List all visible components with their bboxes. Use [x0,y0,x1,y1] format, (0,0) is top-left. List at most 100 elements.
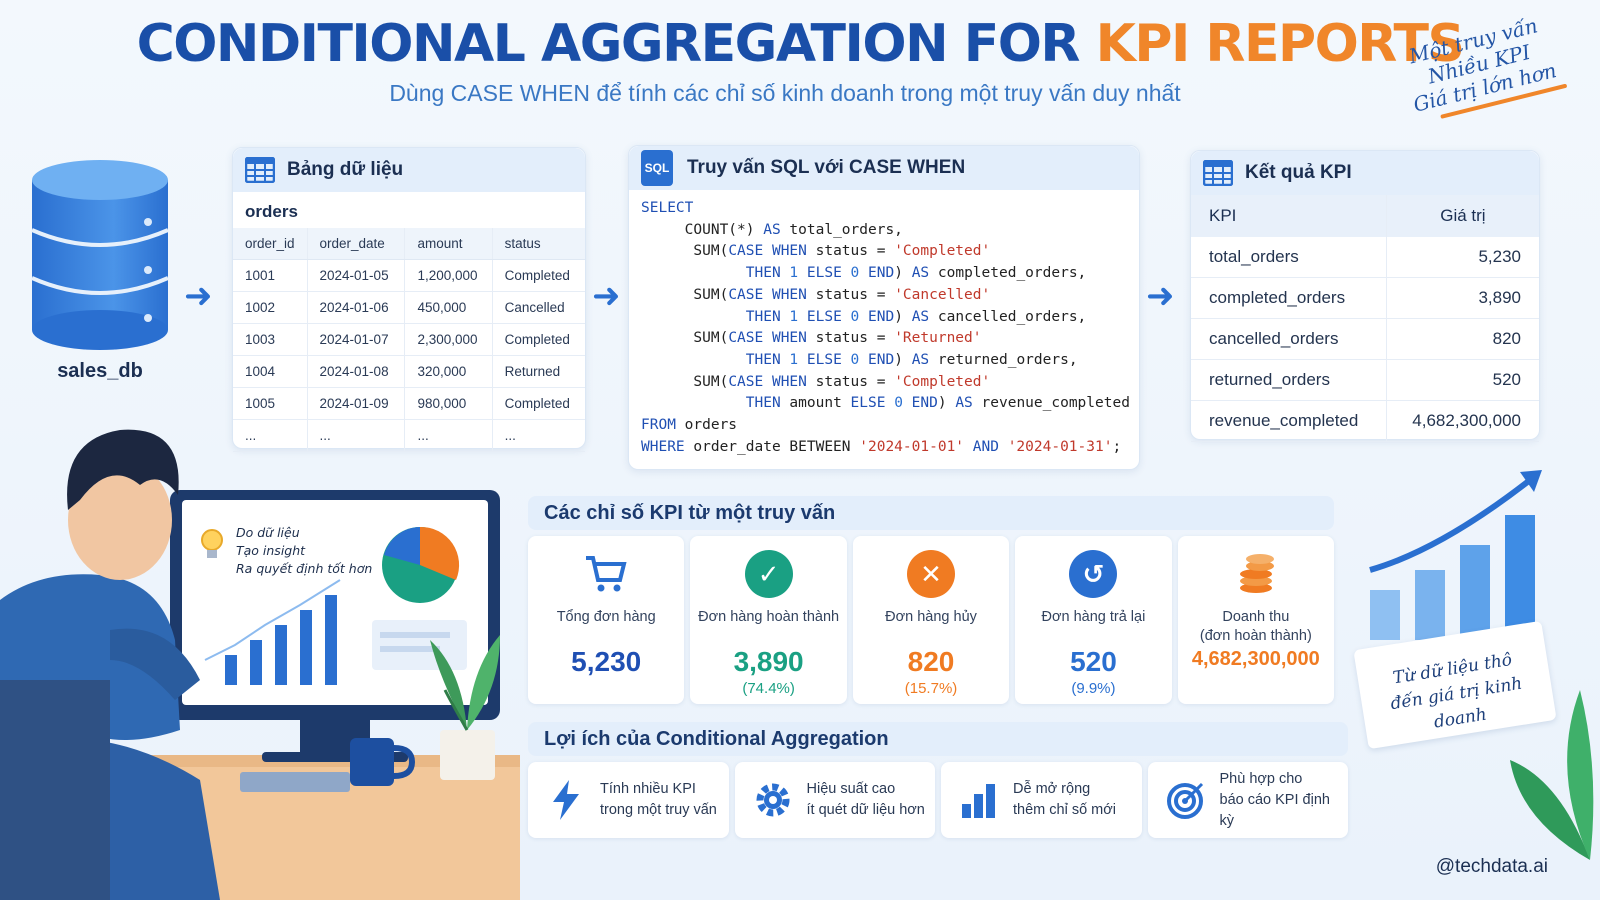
table-row: 1005 2024-01-09 980,000 Completed [233,387,585,420]
table-cell: Completed [491,259,585,292]
benefit-item: Phù hợp cho báo cáo KPI định kỳ [1147,762,1349,838]
table-row: 1003 2024-01-07 2,300,000 Completed [233,323,585,356]
kpi-value: 4,682,300,000 [1385,400,1539,442]
table-cell: 320,000 [404,355,493,388]
kpi-row: returned_orders 520 [1191,359,1539,401]
kpi-card-value: 4,682,300,000 [1191,648,1320,670]
kpi-value: 820 [1385,318,1539,360]
kpi-card: ✓ Đơn hàng hoàn thành 3,890 (74.4%) [690,536,847,704]
person-at-computer-illustration [0,429,520,900]
table-row: 1002 2024-01-06 450,000 Cancelled [233,291,585,324]
growth-chart-illustration [1369,470,1542,640]
table-cell: Cancelled [491,291,585,324]
table-name: orders [245,202,298,221]
kpi-card-percent: (74.4%) [742,680,795,697]
table-cell: 2024-01-08 [306,355,405,388]
kpi-card-label: Đơn hàng trả lại [1041,609,1146,625]
benefit-line: trong một truy vấn [600,802,717,818]
benefit-item: Dễ mở rộng thêm chỉ số mới [941,762,1142,838]
benefits-section: Lợi ích của Conditional Aggregation Tính… [528,722,1348,844]
table-cell: 1001 [233,259,308,292]
coins-icon [1232,550,1280,598]
benefit-text: Phù hợp cho báo cáo KPI định kỳ [1220,769,1349,832]
table-row: ............ [233,419,585,452]
table-cell: 1003 [233,323,308,356]
column-header: amount [404,228,493,260]
table-cell: 2024-01-09 [306,387,405,420]
lightning-icon [546,780,586,820]
kpi-row: total_orders 5,230 [1191,237,1539,278]
table-row: 1004 2024-01-08 320,000 Returned [233,355,585,388]
title-main: CONDITIONAL AGGREGATION FOR [136,14,1096,74]
section-title: Lợi ích của Conditional Aggregation [528,722,1348,756]
benefit-item: Tính nhiều KPI trong một truy vấn [528,762,729,838]
monitor-notes: Do dữ liệu Tạo insight Ra quyết định tốt… [236,524,372,578]
kpi-result-table: KPI Giá trị total_orders 5,230 completed_o… [1191,195,1539,442]
table-cell: ... [491,419,585,452]
table-cell: Returned [491,355,585,388]
benefit-item: Hiệu suất cao ít quét dữ liệu hơn [734,762,935,838]
benefit-line: Phù hợp cho [1219,770,1303,787]
column-header: order_id [233,228,308,260]
check-icon: ✓ [744,550,793,598]
kpi-card-label: Tổng đơn hàng [556,609,656,625]
table-cell: 2024-01-07 [306,323,405,356]
panel-title: Kết quả KPI [1245,162,1352,183]
kpi-card-value: 820 [907,646,955,677]
kpi-card-percent: (9.9%) [1071,680,1116,697]
benefit-text: Tính nhiều KPI trong một truy vấn [600,779,717,821]
kpi-name: cancelled_orders [1191,318,1387,360]
title-accent: KPI REPORTS [1095,14,1465,74]
page-title: CONDITIONAL AGGREGATION FOR KPI REPORTS [0,14,1600,74]
monitor-note-line: Tạo insight [236,543,306,558]
table-cell: 2,300,000 [404,323,493,356]
table-cell: 1002 [233,291,308,324]
database-label: sales_db [57,360,143,382]
kpi-row: completed_orders 3,890 [1191,277,1539,319]
table-cell: Completed [491,387,585,420]
section-title: Các chỉ số KPI từ một truy vấn [528,496,1334,530]
bar-chart-icon [959,780,999,820]
kpi-cards-section: Các chỉ số KPI từ một truy vấn Tổng đơn … [528,496,1335,706]
arrow-right-icon: ➜ [184,277,213,315]
column-header: status [491,228,585,260]
kpi-value: 520 [1385,359,1539,401]
table-cell: 980,000 [404,387,493,420]
value-col-header: Giá trị [1385,195,1539,237]
table-row: 1001 2024-01-05 1,200,000 Completed [233,259,585,292]
kpi-card: Doanh thu (đơn hoàn thành) 4,682,300,000 [1177,536,1335,704]
monitor-note-line: Ra quyết định tốt hơn [236,561,373,576]
kpi-card-label: Đơn hàng hoàn thành [698,609,840,625]
table-icon [1203,160,1233,186]
sql-panel: SQL Truy vấn SQL với CASE WHEN SELECT CO… [628,145,1140,470]
kpi-result-panel: Kết quả KPI KPI Giá trị total_orders 5,23… [1190,150,1540,442]
kpi-row: revenue_completed 4,682,300,000 [1191,400,1539,442]
benefit-line: ít quét dữ liệu hơn [806,802,925,818]
benefit-text: Hiệu suất cao ít quét dữ liệu hơn [807,779,925,821]
kpi-card-value: 5,230 [571,646,642,677]
table-cell: 2024-01-06 [306,291,405,324]
panel-title: Bảng dữ liệu [287,159,404,180]
table-cell: 1,200,000 [404,259,493,292]
benefit-line: thêm chỉ số mới [1013,802,1116,818]
kpi-name: returned_orders [1191,359,1387,401]
table-cell: Completed [491,323,585,356]
panel-title: Truy vấn SQL với CASE WHEN [687,157,966,178]
table-cell: ... [306,419,405,452]
author-handle: @techdata.ai [1435,856,1548,877]
target-icon [1166,780,1206,820]
orders-table: order_id order_date amount status 1001 2024-… [233,228,585,452]
kpi-value: 3,890 [1385,277,1539,319]
table-icon [245,157,275,183]
return-icon: ↺ [1069,550,1118,598]
plant-decoration [1510,690,1594,860]
cart-icon [582,550,630,598]
database-icon [31,160,169,350]
kpi-name: revenue_completed [1191,400,1387,442]
benefit-line: Hiệu suất cao [806,781,896,797]
kpi-name: total_orders [1191,237,1387,278]
kpi-card-value: 520 [1070,646,1117,677]
kpi-name: completed_orders [1191,277,1387,319]
monitor-note-line: Do dữ liệu [236,525,300,540]
kpi-col-header: KPI [1191,195,1387,237]
